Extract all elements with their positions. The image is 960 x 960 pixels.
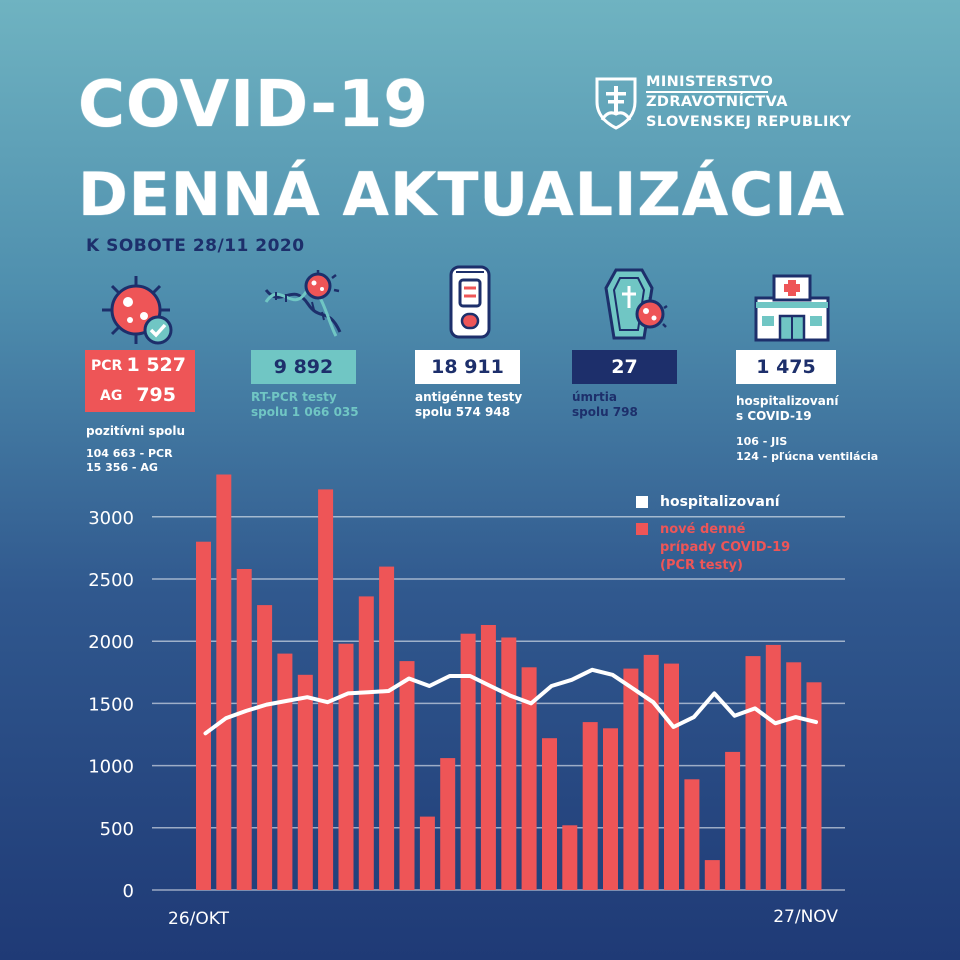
hospitalized-line [203,667,818,736]
date-label: K SOBOTE 28/11 2020 [86,236,305,256]
rt-pcr-caption-line2: spolu 1 066 035 [251,405,359,419]
deaths-caption-line1: úmrtia [572,390,617,404]
bar-day-15 [480,625,496,890]
cases-chart: 0 500 1000 1500 2000 2500 3000 hospitalizovaní… [88,474,845,929]
bar-day-3 [236,569,252,890]
ministry-line2: ZDRAVOTNÍCTVA [646,94,788,110]
virus-check-icon [102,276,173,345]
pcr-value: 1 527 [126,354,187,376]
bar-day-19 [562,825,578,890]
bar-day-23 [643,654,659,890]
hospitalized-ventilation: 124 - pľúcna ventilácia [736,450,879,463]
coffin-virus-icon [604,268,668,340]
bar-day-9 [358,596,374,890]
legend-label-hospitalized: hospitalizovaní [660,494,781,510]
bar-day-13 [440,758,456,890]
bar-day-18 [542,738,557,890]
bar-day-7 [318,489,334,890]
bar-day-1 [196,541,211,890]
bar-day-26 [704,860,720,890]
deaths-caption-line2: spolu 798 [572,405,638,419]
bar-day-27 [725,751,741,890]
bar-day-25 [684,779,700,890]
x-start-label: 26/OKT [168,909,230,929]
bar-day-14 [460,633,476,890]
ag-label: AG [100,388,123,404]
hospital-icon [754,274,830,342]
dna-virus-icon [264,270,342,337]
antigen-caption-line2: spolu 574 948 [415,405,511,419]
bar-day-11 [399,661,415,890]
legend-swatch-cases [636,523,648,535]
title-line2: DENNÁ AKTUALIZÁCIA [78,160,846,230]
hospitalized-caption-line1: hospitalizovaní [736,394,839,408]
ministry-line1: MINISTERSTVO [646,74,774,90]
deaths-value: 27 [572,350,677,384]
ministry-line3: SLOVENSKEJ REPUBLIKY [646,114,852,130]
hospitalized-value: 1 475 [736,350,836,384]
bar-day-16 [501,637,517,890]
bar-series [196,474,822,890]
bar-day-31 [806,682,822,890]
legend-label-cases-line3: (PCR testy) [660,558,743,573]
bar-day-29 [765,644,781,890]
slovak-crest-icon [595,77,637,130]
rt-pcr-caption-line1: RT-PCR testy [251,390,337,404]
bar-day-5 [277,653,293,890]
hospitalized-icu: 106 - JIS [736,435,788,448]
bar-day-12 [419,816,435,890]
bar-day-30 [786,662,802,890]
x-end-label: 27/NOV [773,907,838,927]
bar-day-4 [257,605,273,890]
rt-pcr-value: 9 892 [251,350,356,384]
antigen-test-icon [449,265,491,339]
bar-day-17 [521,667,537,890]
bar-day-8 [338,643,354,890]
y-tick-label: 1500 [88,694,134,715]
legend-swatch-hospitalized [636,496,648,508]
positive-total-ag: 15 356 - AG [86,461,158,474]
y-tick-label: 2500 [88,570,134,591]
bar-day-22 [623,668,639,890]
hospitalized-caption-line2: s COVID-19 [736,409,812,423]
y-axis-labels: 0 500 1000 1500 2000 2500 3000 [88,508,134,902]
y-tick-label: 1000 [88,757,134,778]
chart-legend: hospitalizovaní nové denné prípady COVID… [636,494,790,573]
title-line1: COVID-19 [78,68,429,142]
bar-day-2 [216,474,232,890]
positive-box [85,350,195,412]
y-tick-label: 500 [100,819,134,840]
y-tick-label: 2000 [88,632,134,653]
bar-day-10 [379,566,395,890]
bar-day-21 [603,728,618,890]
positive-caption: pozitívni spolu [86,424,186,438]
ministry-underline [646,91,768,93]
pcr-label: PCR [91,358,123,374]
legend-label-cases-line2: prípady COVID-19 [660,540,790,555]
bar-day-24 [664,663,679,890]
ag-value: 795 [136,384,176,406]
bar-day-6 [297,674,313,890]
antigen-value: 18 911 [415,350,520,384]
bar-day-20 [582,722,598,890]
antigen-caption-line1: antigénne testy [415,390,523,404]
y-tick-label: 3000 [88,508,134,529]
legend-label-cases-line1: nové denné [660,522,746,537]
positive-total-pcr: 104 663 - PCR [86,447,173,460]
bar-day-28 [745,656,761,890]
y-tick-label: 0 [123,881,134,902]
